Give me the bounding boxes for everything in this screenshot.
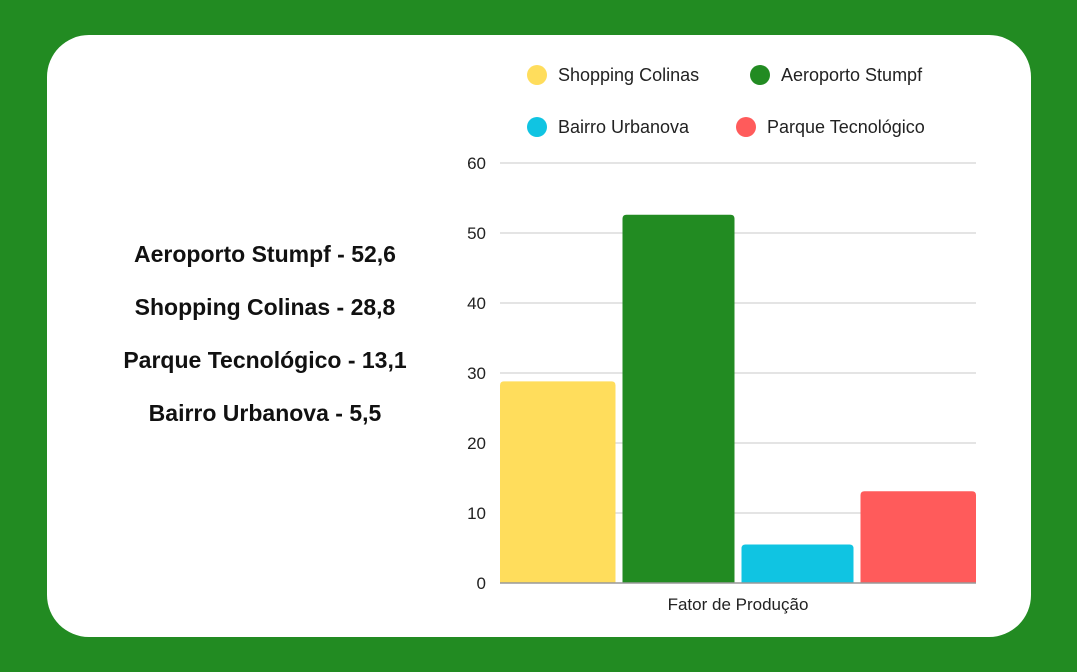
legend-label-aeroporto-stumpf: Aeroporto Stumpf bbox=[781, 65, 923, 85]
bar-aeroporto-stumpf bbox=[622, 214, 735, 584]
y-tick-label: 50 bbox=[467, 224, 486, 243]
summary-list: Aeroporto Stumpf - 52,6 Shopping Colinas… bbox=[47, 228, 483, 440]
legend-label-bairro-urbanova: Bairro Urbanova bbox=[558, 117, 690, 137]
summary-item-shopping-colinas: Shopping Colinas - 28,8 bbox=[134, 294, 396, 320]
summary-item-parque-tecnologico: Parque Tecnológico - 13,1 bbox=[123, 347, 407, 373]
legend-label-shopping-colinas: Shopping Colinas bbox=[558, 65, 699, 85]
summary-item-aeroporto-stumpf: Aeroporto Stumpf - 52,6 bbox=[134, 241, 396, 267]
bar-bairro-urbanova bbox=[741, 544, 854, 583]
legend-swatch-shopping-colinas bbox=[527, 65, 547, 85]
y-tick-label: 0 bbox=[477, 574, 486, 593]
legend-label-parque-tecnologico: Parque Tecnológico bbox=[767, 117, 925, 137]
y-tick-label: 20 bbox=[467, 434, 486, 453]
bar-parque-tecnologico bbox=[860, 491, 976, 583]
x-axis-label: Fator de Produção bbox=[668, 595, 809, 614]
bar-shopping-colinas bbox=[500, 381, 616, 583]
y-tick-label: 30 bbox=[467, 364, 486, 383]
legend-swatch-bairro-urbanova bbox=[527, 117, 547, 137]
y-tick-label: 60 bbox=[467, 154, 486, 173]
legend-swatch-aeroporto-stumpf bbox=[750, 65, 770, 85]
y-tick-label: 40 bbox=[467, 294, 486, 313]
legend-swatch-parque-tecnologico bbox=[736, 117, 756, 137]
y-tick-label: 10 bbox=[467, 504, 486, 523]
summary-item-bairro-urbanova: Bairro Urbanova - 5,5 bbox=[148, 400, 382, 426]
